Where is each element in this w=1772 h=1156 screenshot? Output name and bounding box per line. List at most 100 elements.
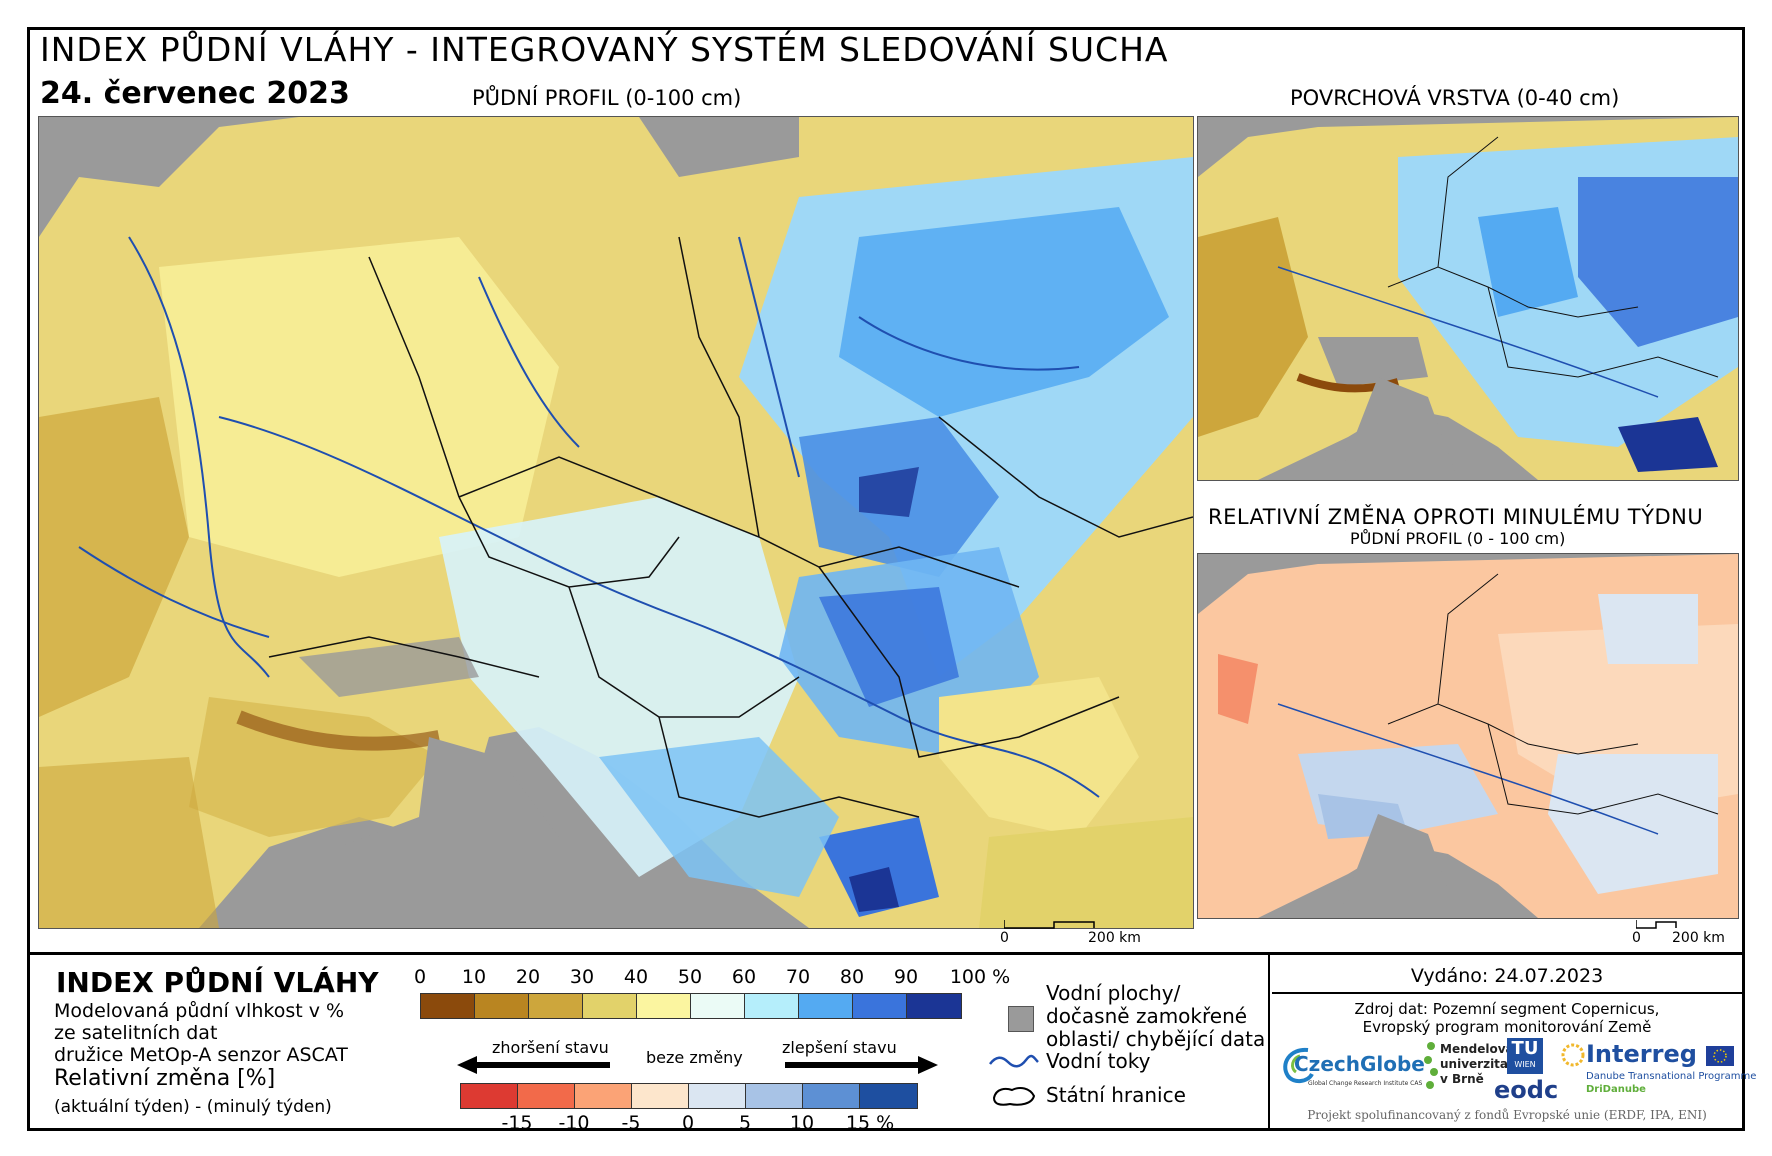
main-map-label: PŮDNÍ PROFIL (0-100 cm): [472, 86, 742, 110]
interreg-logo: Interreg Danube Transnational Programme …: [1560, 1040, 1756, 1100]
change-tick-m10: -10: [558, 1112, 590, 1134]
main-scalebar-zero: 0: [1000, 930, 1009, 946]
border-icon: [992, 1087, 1036, 1106]
index-tick-10: 10: [461, 966, 487, 988]
surface-map-graphic: [1198, 117, 1738, 480]
interreg-text: Interreg: [1586, 1040, 1697, 1068]
index-color-swatch: [637, 994, 691, 1018]
change-color-swatch: [860, 1084, 917, 1108]
legend-desc-1: Modelovaná půdní vlhkost v %: [54, 1000, 345, 1022]
arrow-nochange-label: beze změny: [646, 1048, 743, 1067]
arrow-left-icon: [457, 1056, 610, 1074]
index-color-swatch: [529, 994, 583, 1018]
arrow-worse-label: zhoršení stavu: [492, 1038, 609, 1057]
change-tick-m15: -15: [501, 1112, 533, 1134]
index-color-swatch: [421, 994, 475, 1018]
water-missing-swatch: [1008, 1006, 1034, 1032]
change-scalebar-zero: 0: [1632, 930, 1641, 946]
change-ticks: -15 -10 -5 0 5 10 15 %: [460, 1112, 916, 1136]
figure-date: 24. červenec 2023: [40, 76, 350, 111]
index-color-swatch: [691, 994, 745, 1018]
interreg-subtext-2: DriDanube: [1586, 1084, 1646, 1095]
figure-title: INDEX PŮDNÍ VLÁHY - INTEGROVANÝ SYSTÉM S…: [40, 30, 1169, 69]
source-line-1: Zdroj dat: Pozemní segment Copernicus,: [1354, 1000, 1660, 1018]
index-color-swatch: [853, 994, 907, 1018]
change-color-swatch: [689, 1084, 746, 1108]
index-tick-20: 20: [515, 966, 541, 988]
index-tick-30: 30: [569, 966, 595, 988]
change-color-swatch: [575, 1084, 632, 1108]
index-tick-80: 80: [839, 966, 865, 988]
eodc-logo: eodc: [1494, 1076, 1559, 1104]
czechglobe-logo: CzechGlobe Global Change Research Instit…: [1278, 1042, 1425, 1098]
index-tick-70: 70: [785, 966, 811, 988]
mendel-dots-icon: [1424, 1042, 1438, 1089]
change-color-swatch: [461, 1084, 518, 1108]
funding-footer: Projekt spolufinancovaný z fondů Evropsk…: [1307, 1108, 1707, 1122]
eu-flag-icon: [1706, 1046, 1734, 1066]
change-scalebar-graphic: [1636, 920, 1677, 929]
arrow-better-label: zlepšení stavu: [782, 1038, 897, 1057]
change-map-sublabel: PŮDNÍ PROFIL (0 - 100 cm): [1350, 529, 1566, 548]
legend-relative-desc: (aktuální týden) - (minulý týden): [54, 1097, 332, 1117]
index-tick-50: 50: [677, 966, 703, 988]
tuwien-logo: TU WIEN: [1507, 1038, 1543, 1074]
legend-desc-3: družice MetOp-A senzor ASCAT: [54, 1044, 348, 1066]
tuwien-tu: TU: [1511, 1038, 1539, 1059]
index-color-swatch: [583, 994, 637, 1018]
change-tick-5: 5: [738, 1112, 752, 1134]
change-tick-15: 15 %: [845, 1112, 895, 1134]
index-colorbar: [420, 993, 962, 1019]
main-scalebar-graphic: [1004, 920, 1095, 929]
rivers-label: Vodní toky: [1046, 1049, 1151, 1073]
issued-divider: [1272, 992, 1745, 994]
change-color-swatch: [746, 1084, 803, 1108]
czechglobe-text: CzechGlobe: [1294, 1052, 1425, 1076]
index-color-swatch: [745, 994, 799, 1018]
borders-label: Státní hranice: [1046, 1083, 1186, 1107]
interreg-subtext-1: Danube Transnational Programme: [1586, 1071, 1757, 1082]
index-tick-100: 100 %: [949, 966, 1011, 988]
legend-divider: [27, 952, 1745, 955]
change-map-graphic: [1198, 554, 1738, 918]
czechglobe-subtext: Global Change Research Institute CAS: [1308, 1080, 1423, 1087]
main-soil-moisture-map[interactable]: [38, 116, 1194, 929]
index-tick-0: 0: [413, 966, 427, 988]
change-color-swatch: [518, 1084, 575, 1108]
arrow-right-icon: [785, 1056, 938, 1074]
change-tick-0: 0: [681, 1112, 695, 1134]
mendel-line-2: univerzita: [1440, 1057, 1509, 1071]
tuwien-wien: WIEN: [1514, 1060, 1536, 1069]
legend-source-divider: [1268, 952, 1270, 1131]
legend-desc-2: ze satelitních dat: [54, 1022, 218, 1044]
interreg-sun-icon: [1561, 1043, 1585, 1067]
mendel-text: Mendelova univerzita v Brně: [1440, 1042, 1514, 1087]
issued-date: Vydáno: 24.07.2023: [1410, 965, 1604, 987]
index-tick-90: 90: [893, 966, 919, 988]
main-scalebar-distance: 200 km: [1088, 930, 1141, 946]
legend-title: INDEX PŮDNÍ VLÁHY: [56, 966, 379, 999]
mendel-line-3: v Brně: [1440, 1072, 1484, 1086]
change-tick-10: 10: [789, 1112, 815, 1134]
relative-change-map[interactable]: [1197, 553, 1739, 919]
change-arrows: [457, 1056, 938, 1074]
index-ticks: 0 10 20 30 40 50 60 70 80 90 100 %: [414, 966, 1010, 990]
surface-layer-map[interactable]: [1197, 116, 1739, 481]
surface-map-label: POVRCHOVÁ VRSTVA (0-40 cm): [1290, 86, 1620, 110]
legend-relative-title: Relativní změna [%]: [54, 1066, 276, 1091]
mendel-line-1: Mendelova: [1440, 1042, 1514, 1056]
czechglobe-swirl-icon: [1283, 1047, 1314, 1083]
main-map-graphic: [39, 117, 1193, 928]
index-color-swatch: [907, 994, 961, 1018]
index-tick-60: 60: [731, 966, 757, 988]
main-scalebar: 0 200 km: [1000, 918, 1145, 946]
source-line-2: Evropský program monitorování Země: [1362, 1018, 1652, 1036]
index-color-swatch: [475, 994, 529, 1018]
change-scalebar: 0 200 km: [1632, 918, 1732, 946]
change-color-swatch: [632, 1084, 689, 1108]
change-map-label: RELATIVNÍ ZMĚNA OPROTI MINULÉMU TÝDNU: [1208, 505, 1704, 529]
change-scalebar-distance: 200 km: [1672, 930, 1725, 946]
mendel-logo: Mendelova univerzita v Brně: [1422, 1040, 1514, 1096]
change-colorbar: [460, 1083, 918, 1109]
index-color-swatch: [799, 994, 853, 1018]
